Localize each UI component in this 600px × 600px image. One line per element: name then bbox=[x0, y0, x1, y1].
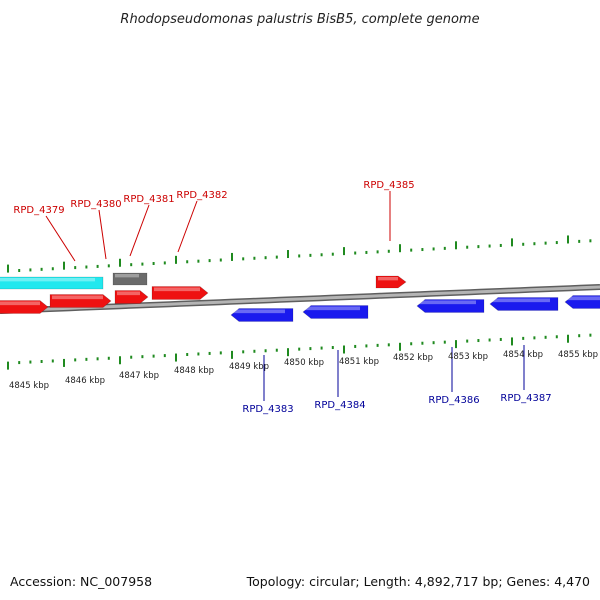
scale-labels: 4845 kbp 4846 kbp 4847 kbp 4848 kbp 4849 kbp… bbox=[9, 350, 598, 391]
outer-tick-ring bbox=[7, 235, 592, 273]
leader-line bbox=[129, 204, 150, 257]
scale-label: 4846 kbp bbox=[65, 376, 105, 386]
gene-label-reverse: RPD_4386 bbox=[428, 395, 479, 406]
gene-label-reverse: RPD_4384 bbox=[314, 400, 365, 411]
gene-label-reverse: RPD_4387 bbox=[500, 393, 551, 404]
gene-label-forward: RPD_4382 bbox=[176, 190, 227, 201]
forward-gene-rpd-4382 bbox=[151, 286, 209, 300]
accession-text: Accession: NC_007958 bbox=[10, 574, 152, 589]
reverse-gene-rpd-4387 bbox=[489, 297, 559, 311]
scale-label: 4850 kbp bbox=[284, 358, 324, 368]
rna-feature bbox=[0, 276, 104, 290]
label-leader-lines bbox=[45, 191, 525, 401]
forward-gene-rpd-4380 bbox=[49, 294, 112, 308]
gene-label-forward: RPD_4385 bbox=[363, 180, 414, 191]
forward-gene-rpd-4379 bbox=[0, 300, 49, 314]
scale-label: 4852 kbp bbox=[393, 353, 433, 363]
reverse-gene-partial bbox=[564, 295, 600, 309]
scale-label: 4848 kbp bbox=[174, 366, 214, 376]
scale-label: 4853 kbp bbox=[448, 352, 488, 362]
gene-labels: RPD_4379 RPD_4380 RPD_4381 RPD_4382 RPD_4385… bbox=[13, 180, 551, 415]
other-feature bbox=[112, 272, 148, 286]
leader-line bbox=[98, 209, 107, 260]
scale-label: 4845 kbp bbox=[9, 381, 49, 391]
topology-summary: Topology: circular; Length: 4,892,717 bp… bbox=[246, 574, 590, 589]
feature-track bbox=[0, 272, 600, 322]
scale-label: 4854 kbp bbox=[503, 350, 543, 360]
scale-label: 4847 kbp bbox=[119, 371, 159, 381]
leader-line bbox=[177, 200, 198, 253]
scale-label: 4855 kbp bbox=[558, 350, 598, 360]
scale-label: 4849 kbp bbox=[229, 362, 269, 372]
gene-label-forward: RPD_4381 bbox=[123, 194, 174, 205]
reverse-gene-rpd-4384 bbox=[302, 305, 369, 319]
reverse-gene-rpd-4386 bbox=[416, 299, 485, 313]
forward-gene-rpd-4385 bbox=[375, 275, 407, 289]
leader-line bbox=[45, 215, 76, 262]
gene-label-reverse: RPD_4383 bbox=[242, 404, 293, 415]
gene-label-forward: RPD_4380 bbox=[70, 199, 121, 210]
gene-label-forward: RPD_4379 bbox=[13, 205, 64, 216]
forward-gene-rpd-4381 bbox=[114, 290, 149, 304]
inner-tick-ring bbox=[7, 333, 592, 370]
map-title: Rhodopseudomonas palustris BisB5, comple… bbox=[120, 12, 479, 27]
reverse-gene-rpd-4383 bbox=[230, 308, 294, 322]
scale-label: 4851 kbp bbox=[339, 357, 379, 367]
